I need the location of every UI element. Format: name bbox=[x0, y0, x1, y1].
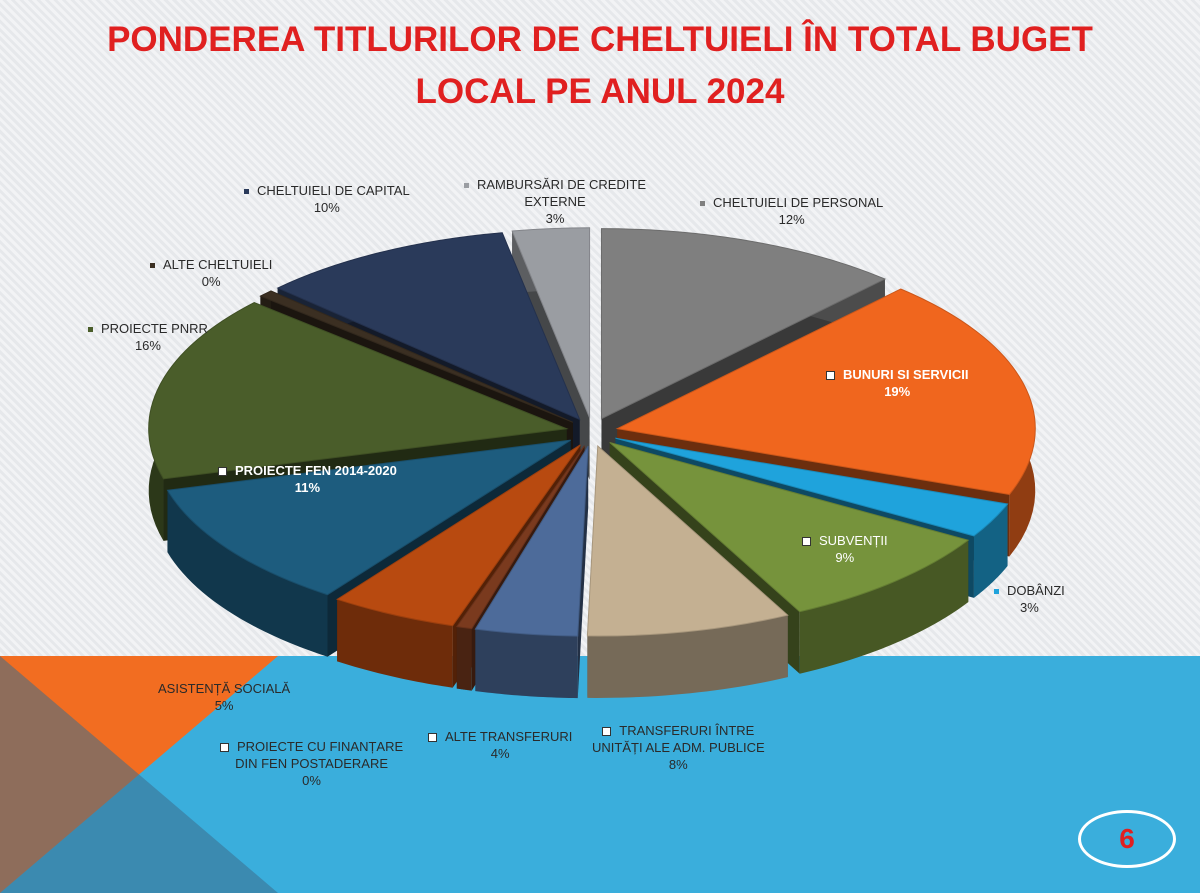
bullet-icon bbox=[244, 189, 249, 195]
label-proiecte-fen-postaderare: PROIECTE CU FINANȚARE DIN FEN POSTADERAR… bbox=[220, 738, 403, 789]
pie-slice-top bbox=[455, 445, 585, 630]
pie-slice-top bbox=[276, 232, 581, 421]
pie-slice bbox=[586, 444, 789, 698]
label-proiecte-fen-2014-2020: PROIECTE FEN 2014-2020 11% bbox=[218, 462, 397, 496]
bullet-icon bbox=[802, 537, 811, 547]
label-alte-cheltuieli: ALTE CHELTUIELI 0% bbox=[150, 256, 272, 290]
page-number: 6 bbox=[1119, 823, 1135, 854]
title-line-2: LOCAL PE ANUL 2024 bbox=[415, 72, 785, 111]
label-rambursari-credite: RAMBURSĂRI DE CREDITE EXTERNE 3% bbox=[464, 176, 646, 227]
page-number-badge: 6 bbox=[1078, 810, 1176, 868]
label-asistenta-sociala: ASISTENȚĂ SOCIALĂ 5% bbox=[158, 681, 291, 713]
pie-slice-top bbox=[148, 301, 569, 480]
pie-slice-top bbox=[335, 444, 581, 627]
pie-slice-top bbox=[474, 445, 589, 637]
bullet-icon bbox=[218, 467, 227, 477]
label-proiecte-pnrr: PROIECTE PNRR 16% bbox=[88, 320, 208, 354]
pie-slice-edge bbox=[587, 615, 788, 698]
pie-slice-top bbox=[609, 441, 970, 613]
pie-slice bbox=[474, 445, 589, 699]
label-transferuri-adm-publice: TRANSFERURI ÎNTRE UNITĂȚI ALE ADM. PUBLI… bbox=[592, 723, 765, 772]
bullet-icon bbox=[994, 589, 999, 595]
pie-slice-top bbox=[615, 288, 1036, 496]
label-bunuri-servicii: BUNURI SI SERVICII 19% bbox=[826, 366, 968, 400]
pie-slice-edge bbox=[973, 504, 1008, 598]
label-cheltuieli-personal: CHELTUIELI DE PERSONAL 12% bbox=[700, 194, 883, 228]
pie-slice-edge bbox=[167, 490, 328, 657]
pie-slice-top bbox=[166, 439, 571, 596]
pie-slice-top bbox=[586, 444, 789, 637]
bullet-icon bbox=[826, 371, 835, 381]
pie-slice-top bbox=[615, 437, 1009, 537]
title-line-1: PONDEREA TITLURILOR DE CHELTUIELI ÎN TOT… bbox=[107, 20, 1093, 59]
bullet-icon bbox=[602, 727, 612, 737]
bullet-icon bbox=[220, 743, 229, 753]
pie-slice-edge bbox=[799, 540, 969, 674]
footer-dark-triangle bbox=[0, 656, 278, 893]
pie-slice-top bbox=[511, 227, 591, 418]
pie-slice-top bbox=[259, 290, 574, 423]
label-cheltuieli-capital: CHELTUIELI DE CAPITAL 10% bbox=[244, 182, 410, 216]
label-dobanzi: DOBÂNZI 3% bbox=[994, 582, 1065, 616]
bullet-icon bbox=[700, 201, 705, 207]
label-subventii: SUBVENȚII 9% bbox=[802, 532, 888, 566]
slide-title: PONDEREA TITLURILOR DE CHELTUIELI ÎN TOT… bbox=[0, 14, 1200, 118]
bullet-icon bbox=[464, 183, 469, 189]
pie-slice-top bbox=[600, 228, 887, 420]
label-alte-transferuri: ALTE TRANSFERURI 4% bbox=[428, 728, 572, 762]
bullet-icon bbox=[150, 263, 155, 269]
pie-slice-edge bbox=[456, 626, 472, 691]
bullet-icon bbox=[88, 327, 93, 333]
bullet-icon bbox=[428, 733, 437, 743]
pie-slice-edge bbox=[475, 629, 578, 699]
